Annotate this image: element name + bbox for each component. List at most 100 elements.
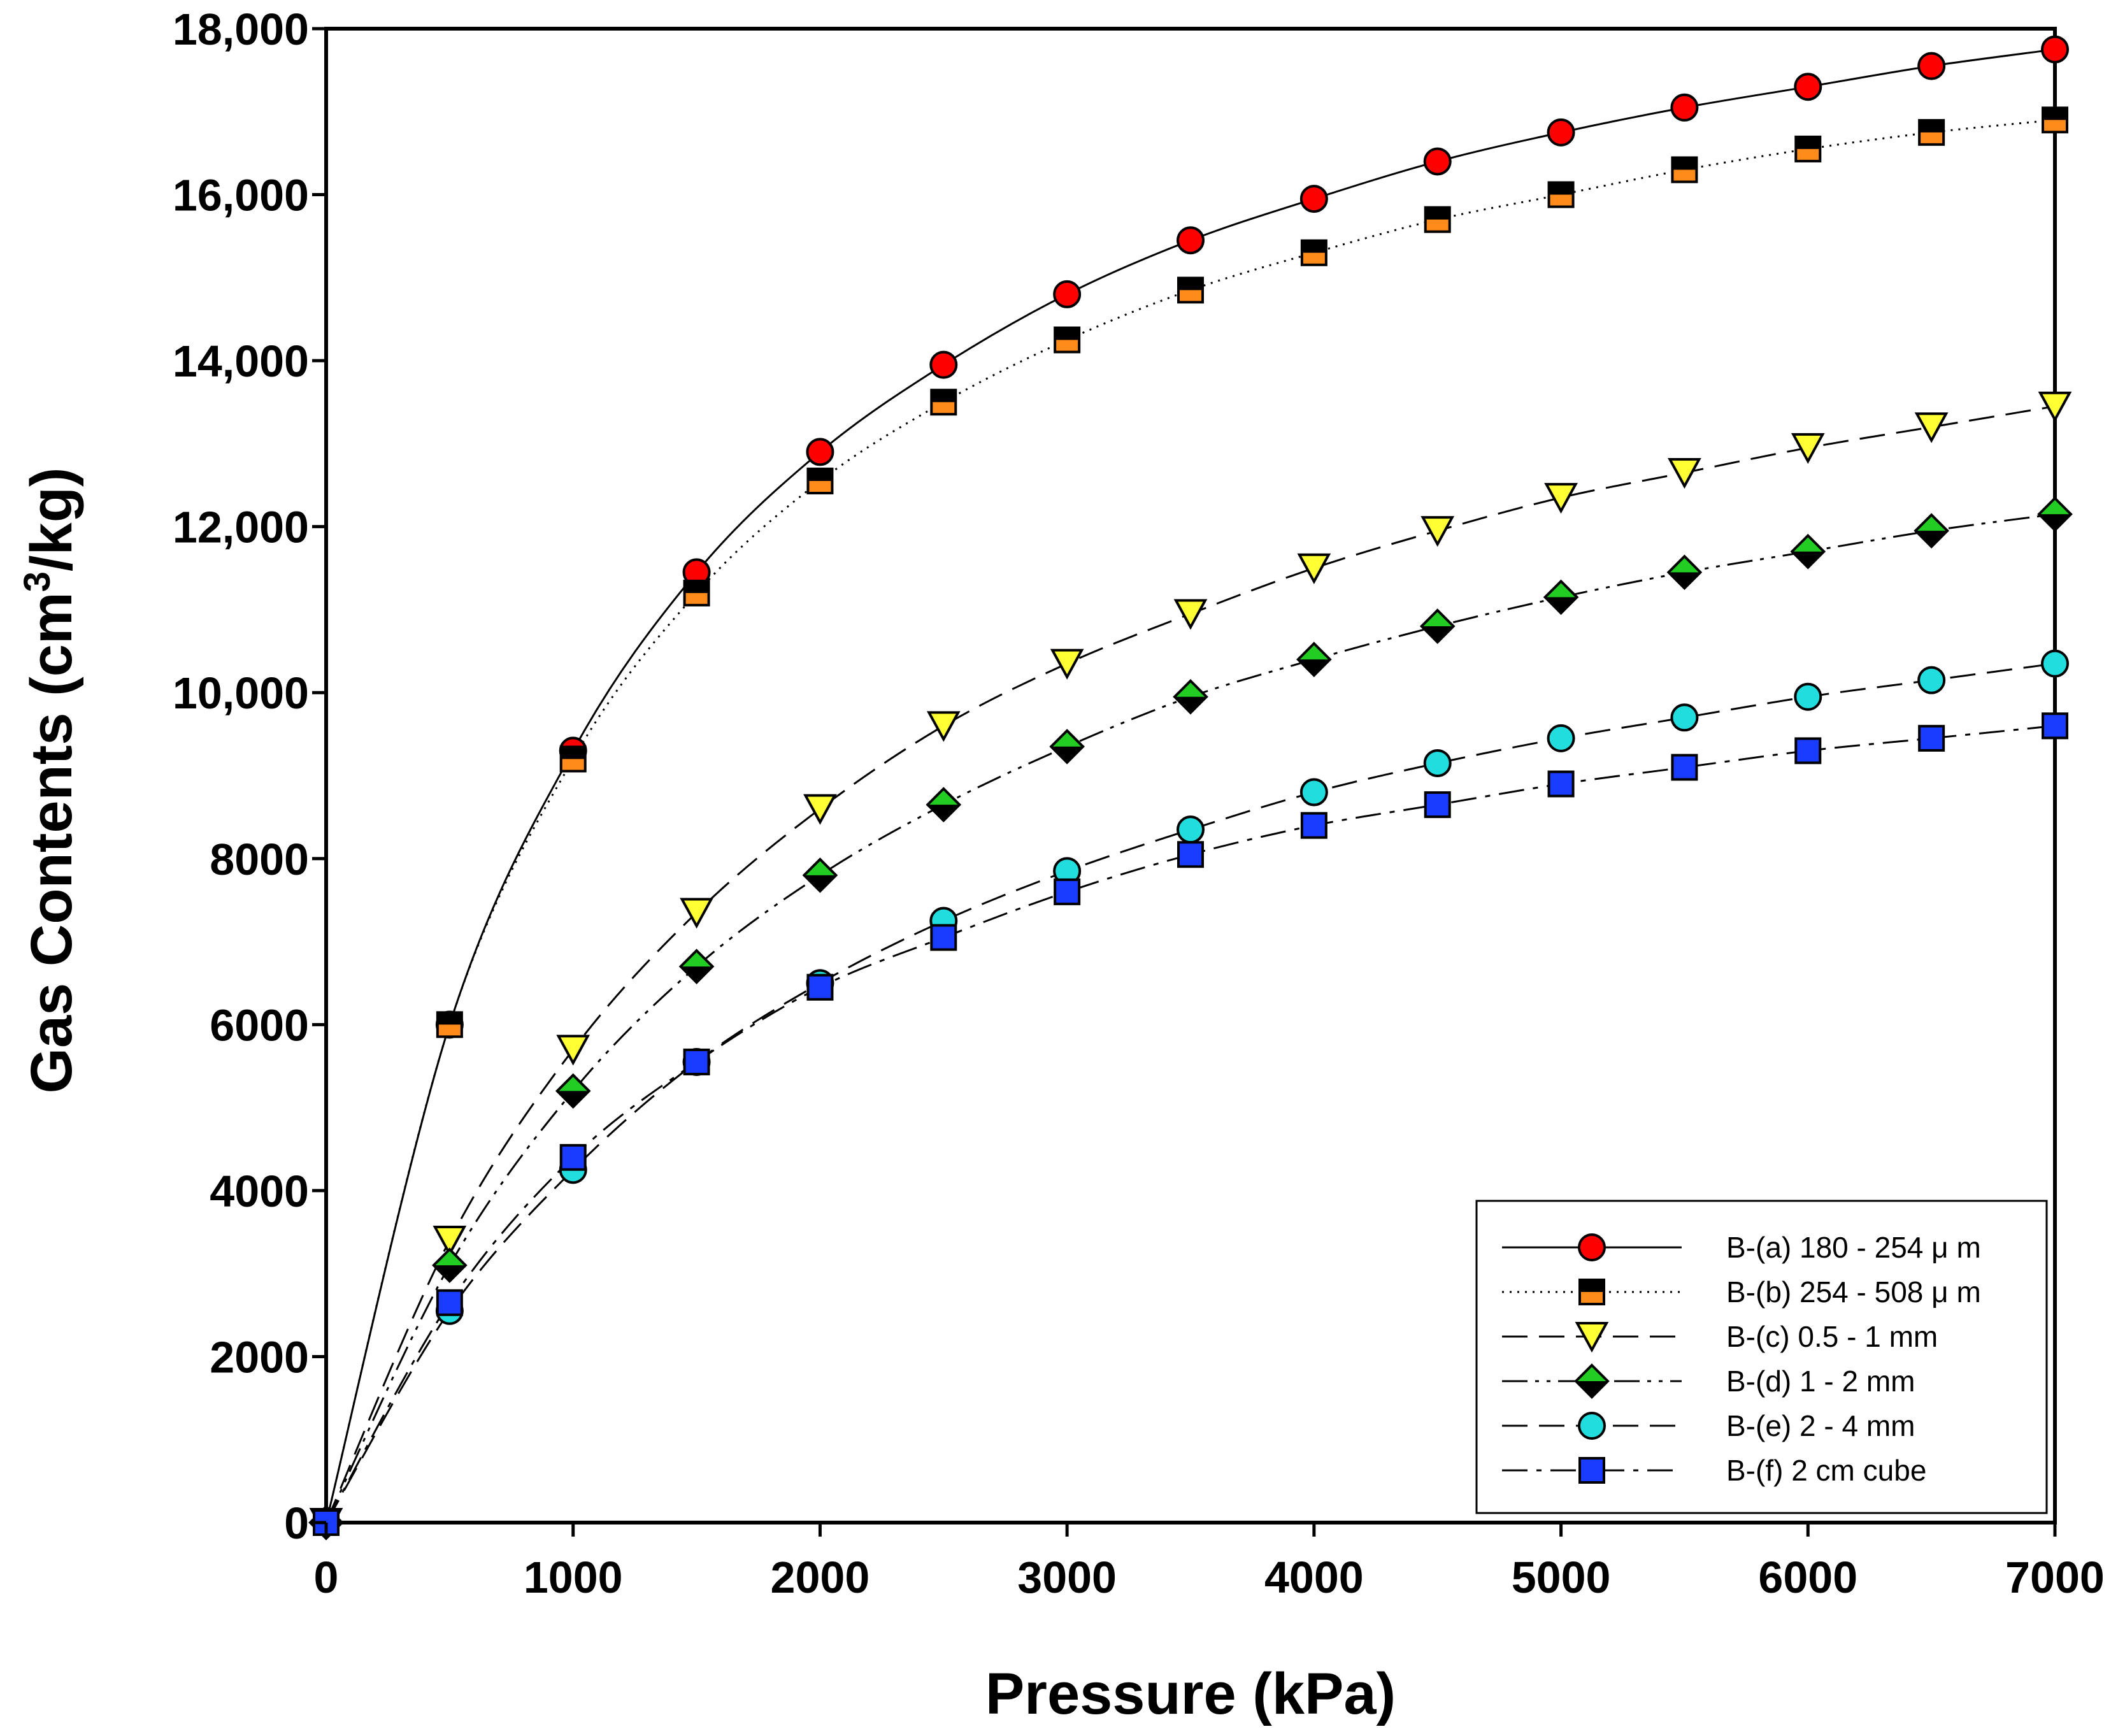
series-6-point-7-shape (1054, 878, 1081, 905)
series-3-point-9-shape (1297, 553, 1331, 584)
series-6-point-14 (1918, 724, 1945, 752)
legend-label-3: B-(c) 0.5 - 1 mm (1726, 1320, 1938, 1353)
series-2-point-12-top-half (1672, 157, 1697, 170)
y-axis-title-main: Gas Contents (cm (19, 592, 84, 1093)
legend-marker-1-shape (1578, 1233, 1606, 1261)
y-axis-title: Gas Contents (cm3/kg) (17, 467, 84, 1093)
series-6-point-15-shape (2042, 712, 2068, 740)
series-2-point-13-top-half (1796, 136, 1821, 149)
series-3-point-15-shape (2038, 391, 2072, 422)
legend-label-4: B-(d) 1 - 2 mm (1726, 1365, 1915, 1398)
series-6-point-8 (1177, 841, 1204, 868)
series-5-point-11-shape (1547, 724, 1575, 752)
series-2-point-11-top-half (1549, 182, 1573, 195)
series-2-point-6-top-half (931, 390, 956, 403)
series-3-point-5 (803, 794, 837, 825)
series-2-point-3 (559, 745, 587, 773)
series-5-point-14 (1917, 666, 1946, 694)
series-1-point-13-shape (1794, 73, 1822, 101)
series-2-point-7-top-half (1055, 327, 1080, 340)
series-6-point-6-shape (930, 924, 957, 951)
series-1-point-10 (1423, 147, 1452, 176)
series-4-point-15 (2037, 496, 2073, 532)
legend-marker-4 (1574, 1363, 1610, 1399)
y-tick-label-10: 18,000 (173, 4, 309, 54)
series-5-point-12-shape (1670, 703, 1699, 732)
x-tick-label-5: 4000 (1264, 1553, 1364, 1602)
series-6-point-12 (1671, 754, 1698, 781)
series-6-point-7 (1054, 878, 1081, 905)
series-4-point-5-bottom-half (804, 875, 836, 891)
series-3-point-7 (1050, 649, 1084, 680)
series-5-point-13 (1794, 682, 1822, 711)
legend-label-2: B-(b) 254 - 508 μ m (1726, 1275, 1981, 1309)
series-1-point-5-shape (806, 438, 834, 466)
series-6-point-15 (2042, 712, 2068, 740)
series-2-point-2-top-half (437, 1012, 462, 1025)
series-6-point-4 (683, 1048, 710, 1075)
series-3-point-3-shape (556, 1035, 590, 1066)
series-1-point-8 (1177, 226, 1205, 255)
series-4-point-8-bottom-half (1175, 696, 1206, 713)
series-1-point-10-shape (1423, 147, 1452, 176)
series-2-point-3-top-half (561, 747, 585, 759)
series-4-point-9 (1296, 642, 1332, 677)
series-4-point-7 (1049, 729, 1085, 764)
series-2-point-9-top-half (1301, 240, 1326, 253)
y-tick-label-9: 16,000 (173, 171, 309, 220)
series-5-point-8-shape (1177, 815, 1205, 844)
legend-marker-5-shape (1578, 1412, 1606, 1440)
series-6-point-10-shape (1424, 791, 1451, 819)
series-1-point-6 (929, 350, 958, 379)
series-6-point-2 (436, 1289, 463, 1316)
plot-frame (324, 27, 2057, 1524)
series-6-point-2-shape (436, 1289, 463, 1316)
series-4-point-10 (1419, 608, 1456, 644)
x-tick-label-7: 6000 (1758, 1553, 1857, 1602)
series-5-point-15-shape (2041, 649, 2069, 678)
series-3-point-12-shape (1668, 457, 1701, 489)
series-3-point-10 (1420, 516, 1455, 547)
y-tick-label-2: 2000 (210, 1332, 309, 1382)
series-1-point-13 (1794, 73, 1822, 101)
series-5-point-10-shape (1423, 749, 1452, 777)
series-markers (308, 35, 2073, 1540)
series-1-point-15 (2041, 35, 2069, 64)
series-2-point-15 (2042, 106, 2068, 134)
series-2-point-4-top-half (684, 580, 709, 593)
series-2-point-15-top-half (2043, 108, 2067, 120)
series-5-point-8 (1177, 815, 1205, 844)
legend-label-5: B-(e) 2 - 4 mm (1726, 1409, 1915, 1442)
series-4-point-9-bottom-half (1298, 659, 1330, 676)
series-2-point-5-top-half (808, 469, 833, 482)
series-6-point-3-shape (559, 1144, 587, 1171)
series-1-point-8-shape (1177, 226, 1205, 255)
series-2-point-7 (1054, 326, 1081, 354)
series-5-point-11 (1547, 724, 1575, 752)
series-5-point-9-shape (1299, 778, 1328, 807)
y-axis-title-sup: 3 (17, 571, 58, 592)
series-6-point-11 (1547, 770, 1575, 798)
series-1-point-14-shape (1917, 52, 1946, 80)
series-1-point-9-shape (1299, 185, 1328, 213)
series-2-point-14 (1918, 118, 1945, 146)
x-tick-label-6: 5000 (1512, 1553, 1611, 1602)
series-2-point-2 (436, 1011, 463, 1038)
series-4-point-6-bottom-half (927, 805, 960, 821)
series-4-point-3-bottom-half (557, 1091, 589, 1107)
series-4-point-6 (926, 787, 962, 822)
series-1-point-12 (1670, 93, 1699, 122)
series-2-point-9 (1300, 239, 1327, 266)
series-3-point-2 (433, 1226, 467, 1257)
series-3-point-6 (926, 711, 961, 742)
series-2-point-13 (1794, 135, 1822, 162)
series-3-line (325, 405, 2056, 1523)
x-tick-label-4: 3000 (1017, 1553, 1117, 1602)
series-2-point-8-top-half (1178, 278, 1203, 291)
series-4-point-4-bottom-half (680, 966, 713, 983)
series-2-point-4 (683, 579, 710, 606)
series-6-point-14-shape (1918, 724, 1945, 752)
series-5-point-15 (2041, 649, 2069, 678)
legend-marker-3 (1575, 1322, 1609, 1353)
series-4-line (325, 513, 2056, 1523)
